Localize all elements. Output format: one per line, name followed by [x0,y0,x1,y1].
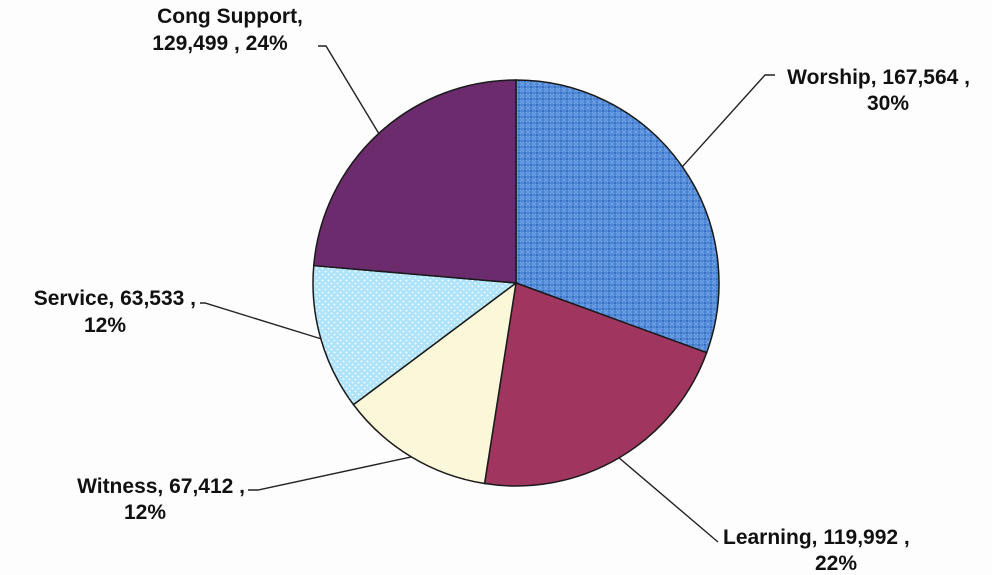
leader-line-learning [618,457,719,543]
label-witness-percent: 12% [124,501,166,524]
leader-line-service [200,302,322,340]
leader-line-worship [681,74,775,168]
label-cong-support-percent: 129,499 , 24% [152,32,288,55]
pie-slice-learning [483,281,708,487]
label-worship-percent: 30% [867,92,909,115]
pie-slice-service [312,264,519,406]
label-worship: Worship, 167,564 , [787,66,970,89]
label-service: Service, 63,533 , [34,287,196,310]
pie-slices [312,79,720,487]
pie-slice-worship [515,79,720,354]
label-leader-lines [200,45,775,543]
pie-slice-cong-support [312,79,517,284]
label-learning-percent: 22% [815,552,857,575]
label-learning: Learning, 119,992 , [723,526,910,549]
leader-line-witness [248,456,412,491]
label-cong-support: Cong Support, [157,5,303,28]
label-witness: Witness, 67,412 , [77,475,245,498]
label-service-percent: 12% [84,314,126,337]
leader-line-cong-support [318,45,380,134]
